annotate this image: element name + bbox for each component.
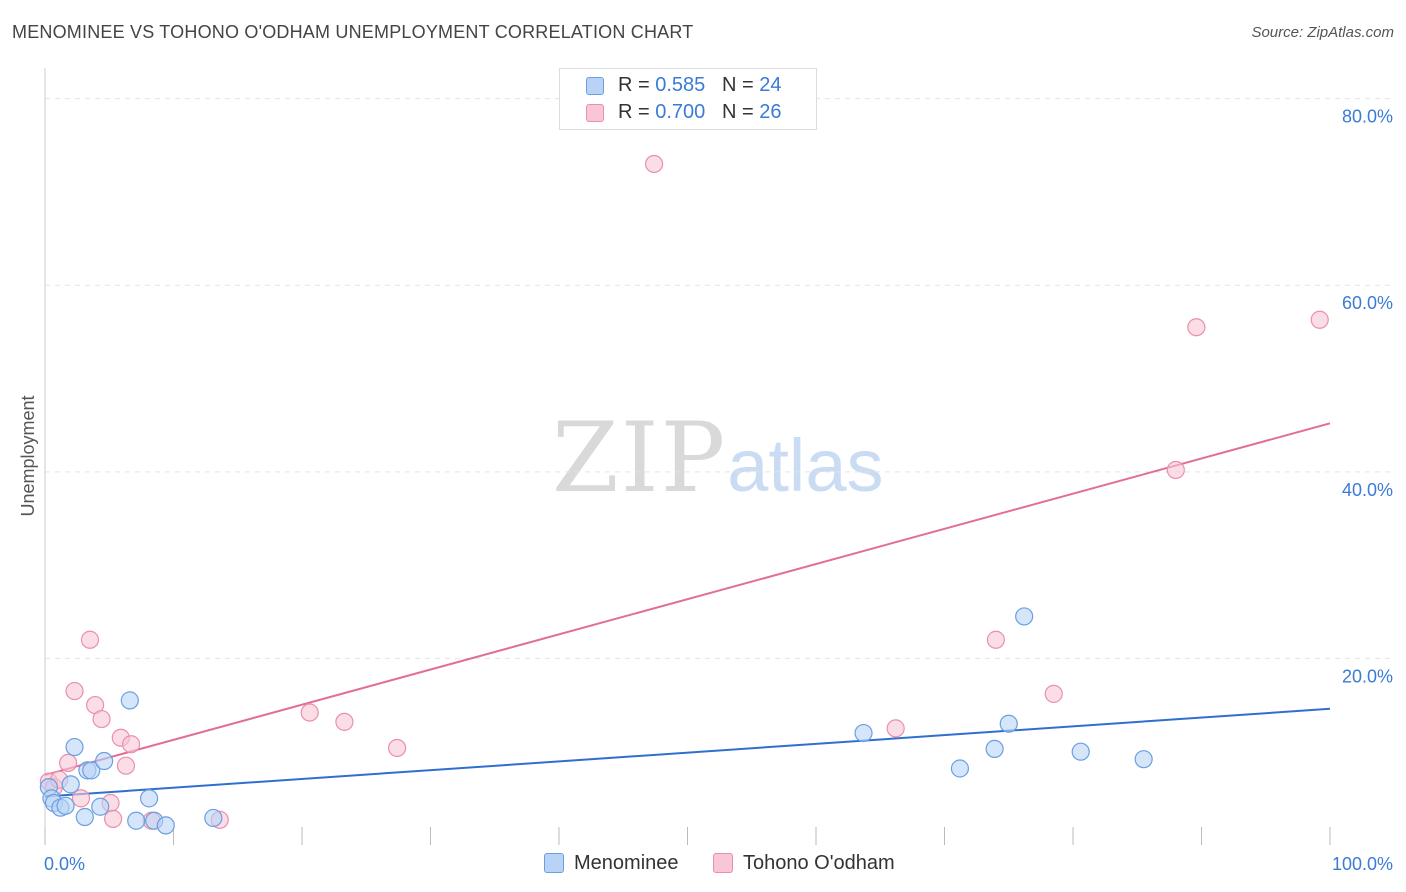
tohono-point [1310,310,1329,329]
menominee-point [139,789,159,808]
watermark-zip: ZIP [552,402,728,514]
x-tick-label: 100.0% [1332,854,1393,874]
legend-r-label: R = [618,101,650,123]
grid [45,98,1392,659]
y-tick-label: 40.0% [1342,480,1393,500]
legend-n-label: N = [721,101,754,123]
tohono-point [644,154,664,174]
menominee-point [156,816,175,835]
chart-title: MENOMINEE VS TOHONO O'ODHAM UNEMPLOYMENT… [12,22,694,42]
tohono-swatch [586,104,604,122]
menominee-point [127,811,146,830]
menominee-point [985,739,1004,759]
legend-n-value: 24 [759,74,782,96]
tohono-point [80,630,100,649]
tohono-point [1166,460,1185,480]
axes [44,68,1331,845]
y-tick-label: 60.0% [1342,293,1393,313]
legend-label-tohono: Tohono O'odham [743,852,895,874]
menominee-point [120,691,139,710]
legend-r-label: R = [618,74,650,96]
menominee-point [950,759,970,778]
tohono-point [92,709,111,729]
tohono-point [71,789,91,808]
menominee-point [1134,750,1153,769]
menominee-point [91,797,110,816]
tohono-point [65,681,84,701]
trendlines [44,422,1331,798]
legend-r-value: 0.700 [655,101,706,123]
stats-legend: R = 0.585 N = 24 R = 0.700 N = 26 [559,68,817,130]
legend-n-value: 26 [759,101,782,123]
tohono-point [59,753,78,773]
trendline-tohono [44,422,1331,776]
menominee-swatch [586,77,604,95]
menominee-point [1015,607,1034,626]
axis-labels: 20.0% 40.0% 60.0% 80.0% 0.0% 100.0% Unemployme… [18,107,1393,874]
menominee-point [999,714,1018,733]
tohono-point [121,735,141,754]
y-tick-label: 20.0% [1342,666,1393,686]
tohono-point [1187,318,1206,337]
menominee-point [204,808,223,828]
menominee-point [56,796,75,815]
tohono-point [335,712,354,731]
tohono-legend-swatch [713,853,733,873]
tohono-point [986,630,1006,649]
legend-label-menominee: Menominee [574,852,679,874]
tohono-point [300,703,319,722]
source-label: Source: ZipAtlas.com [1251,24,1394,41]
tohono-point [116,756,136,775]
watermark: ZIPatlas [552,402,884,514]
menominee-point [75,807,94,827]
menominee-point [854,723,873,743]
legend-n-label: N = [721,74,754,96]
menominee-point [61,775,80,794]
data-points [39,154,1329,835]
tohono-point [886,719,905,738]
tohono-point [387,738,407,758]
x-tick-label: 0.0% [44,854,85,874]
menominee-point [82,761,101,780]
menominee-point [65,737,84,757]
y-axis-label: Unemployment [18,395,38,516]
legend-r-value: 0.585 [655,74,706,96]
trendline-menominee [44,707,1331,798]
tohono-point [104,809,123,828]
menominee-point [95,751,114,771]
watermark-atlas: atlas [727,424,884,507]
menominee-point [1071,742,1090,761]
menominee-legend-swatch [544,853,564,873]
series-legend: Menominee Tohono O'odham [0,852,1406,878]
tohono-point [1044,684,1063,703]
y-tick-label: 80.0% [1342,107,1393,127]
